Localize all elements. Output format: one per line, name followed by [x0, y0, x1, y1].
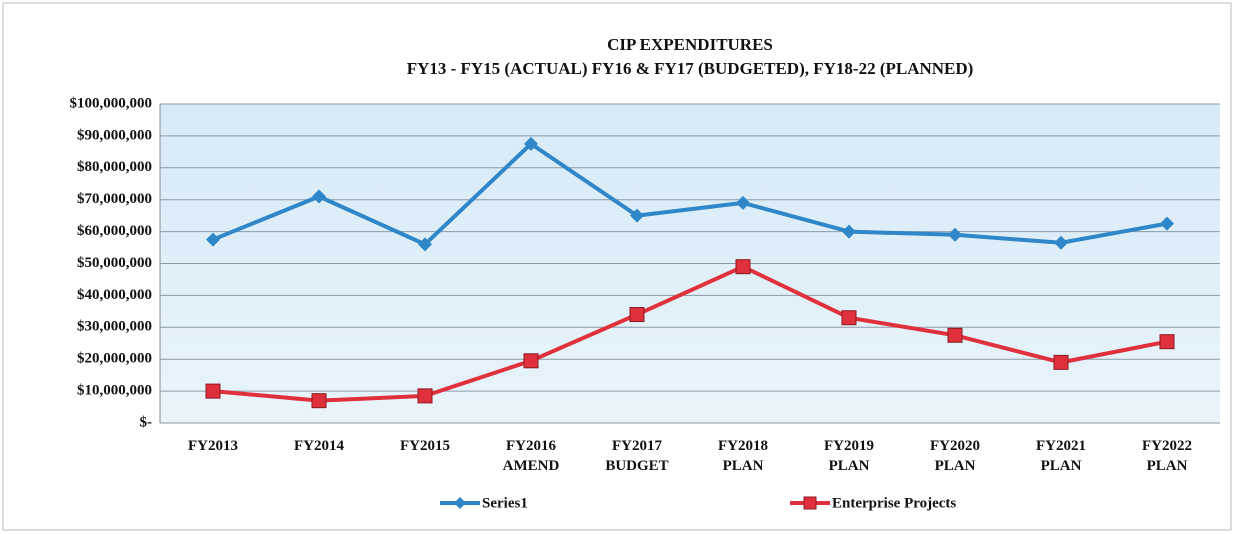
x-tick-line: FY2015 — [400, 438, 450, 454]
x-tick-line: PLAN — [1147, 458, 1188, 474]
marker — [1160, 216, 1174, 231]
x-tick-label: FY2018 PLAN — [718, 438, 768, 474]
x-tick-line: AMEND — [503, 458, 560, 474]
x-tick-label: FY2014 — [294, 438, 344, 454]
x-tick-label: FY2020 PLAN — [930, 438, 980, 474]
x-tick-line: PLAN — [1041, 458, 1082, 474]
marker — [1159, 334, 1175, 350]
x-tick-label: FY2021 PLAN — [1036, 438, 1086, 474]
y-tick-label: $100,000,000 — [70, 95, 153, 111]
y-tick-label: $80,000,000 — [77, 159, 152, 175]
x-tick-label: FY2022 PLAN — [1142, 438, 1192, 474]
x-tick-line: BUDGET — [605, 458, 668, 474]
x-tick-label: FY2016 AMEND — [503, 438, 560, 474]
y-tick-label: $30,000,000 — [77, 319, 152, 335]
y-tick-label: $70,000,000 — [77, 191, 152, 207]
y-tick-label: $50,000,000 — [77, 255, 152, 271]
y-tick-label: $- — [140, 414, 153, 430]
marker — [841, 310, 857, 326]
marker — [524, 136, 538, 151]
x-tick-line: FY2016 — [506, 438, 556, 454]
marker — [735, 259, 751, 275]
series-line — [212, 264, 1168, 403]
marker — [418, 237, 432, 252]
x-tick-line: FY2018 — [718, 438, 768, 454]
x-tick-line: FY2020 — [930, 438, 980, 454]
marker — [1053, 354, 1069, 370]
x-tick-line: FY2014 — [294, 438, 344, 454]
x-tick-label: FY2013 — [188, 438, 238, 454]
x-tick-line: FY2022 — [1142, 438, 1192, 454]
x-tick-line: PLAN — [935, 458, 976, 474]
y-tick-label: $40,000,000 — [77, 287, 152, 303]
x-tick-line: FY2019 — [824, 438, 874, 454]
legend-label: Enterprise Projects — [832, 495, 956, 511]
y-tick-label: $20,000,000 — [77, 351, 152, 367]
chart-title: CIP EXPENDITURES — [607, 35, 773, 54]
marker — [312, 189, 326, 204]
chart-subtitle: FY13 - FY15 (ACTUAL) FY16 & FY17 (BUDGET… — [407, 59, 974, 78]
x-tick-line: FY2013 — [188, 438, 238, 454]
x-tick-label: FY2017 BUDGET — [605, 438, 668, 474]
y-tick-label: $60,000,000 — [77, 223, 152, 239]
x-tick-line: FY2017 — [612, 438, 662, 454]
y-tick-label: $90,000,000 — [77, 127, 152, 143]
x-tick-line: FY2021 — [1036, 438, 1086, 454]
marker — [206, 232, 220, 247]
marker — [842, 224, 856, 239]
marker — [948, 227, 962, 242]
marker — [454, 497, 466, 509]
x-tick-label: FY2015 — [400, 438, 450, 454]
marker — [311, 393, 327, 409]
marker — [1054, 235, 1068, 250]
legend-label: Series1 — [482, 495, 528, 511]
marker — [523, 353, 539, 369]
x-tick-line: PLAN — [829, 458, 870, 474]
marker — [803, 496, 817, 510]
x-tick-label: FY2019 PLAN — [824, 438, 874, 474]
marker — [205, 383, 221, 399]
marker — [736, 195, 750, 210]
marker — [417, 388, 433, 404]
x-tick-line: PLAN — [723, 458, 764, 474]
series-line — [212, 141, 1168, 247]
marker — [629, 307, 645, 323]
marker — [630, 208, 644, 223]
y-tick-label: $10,000,000 — [77, 383, 152, 399]
marker — [947, 327, 963, 343]
